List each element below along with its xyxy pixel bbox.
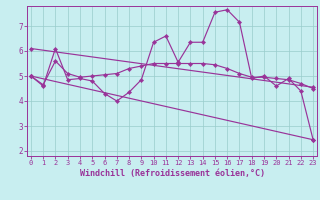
X-axis label: Windchill (Refroidissement éolien,°C): Windchill (Refroidissement éolien,°C): [79, 169, 265, 178]
